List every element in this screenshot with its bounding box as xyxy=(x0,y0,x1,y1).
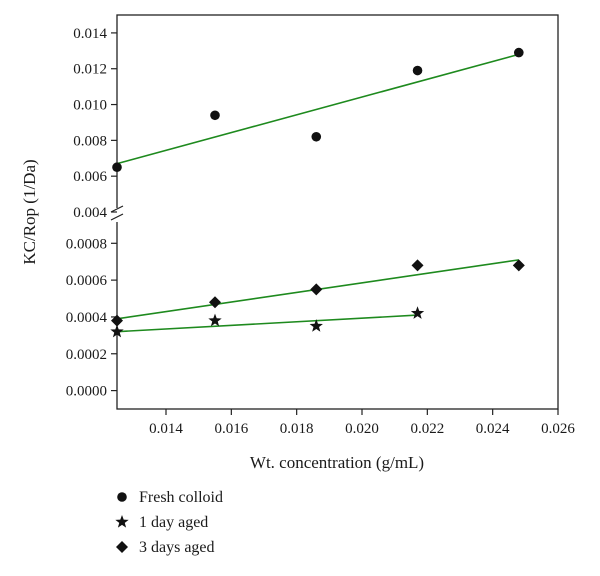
x-tick-label: 0.026 xyxy=(541,421,575,437)
y-tick-label: 0.012 xyxy=(73,62,107,78)
y-tick-label: 0.006 xyxy=(73,169,107,185)
legend-marker xyxy=(117,492,127,502)
x-tick-label: 0.020 xyxy=(345,421,379,437)
y-tick-label: 0.0006 xyxy=(66,273,108,289)
data-point xyxy=(310,283,323,296)
data-point xyxy=(309,319,323,332)
data-point xyxy=(412,65,423,76)
legend-label: Fresh colloid xyxy=(139,489,223,506)
legend-marker xyxy=(115,515,129,528)
fit-line xyxy=(116,53,520,165)
data-point xyxy=(210,110,220,121)
data-point xyxy=(514,47,524,58)
axis-ticks: 0.014 0.016 0.018 0.020 0.022 0.024 0.026 0.004… xyxy=(66,26,576,437)
data-point xyxy=(411,259,424,272)
x-tick-label: 0.018 xyxy=(280,421,314,437)
plot-frame xyxy=(116,14,559,410)
x-tick-label: 0.022 xyxy=(410,421,444,437)
y-axis-title: KC/Rop (1/Da) xyxy=(20,159,39,264)
y-tick-label: 0.0004 xyxy=(66,310,108,326)
y-tick-label: 0.008 xyxy=(73,133,107,149)
legend-label: 1 day aged xyxy=(139,514,208,531)
x-tick-label: 0.024 xyxy=(476,421,510,437)
data-point xyxy=(208,313,222,327)
y-tick-label: 0.0008 xyxy=(66,236,107,252)
axis-break-mark xyxy=(110,205,124,222)
fit-line xyxy=(116,314,418,333)
x-axis-title: Wt. concentration (g/mL) xyxy=(250,453,424,472)
legend-label: 3 days aged xyxy=(139,539,215,556)
y-tick-label: 0.010 xyxy=(73,98,107,114)
data-point xyxy=(112,162,122,173)
data-point xyxy=(110,324,124,338)
y-tick-label: 0.0002 xyxy=(66,347,107,363)
data-point xyxy=(512,259,525,272)
data-points xyxy=(110,47,525,338)
data-point xyxy=(410,306,425,319)
data-point xyxy=(209,296,221,309)
x-tick-label: 0.016 xyxy=(214,421,248,437)
data-point xyxy=(111,314,123,327)
legend-marker xyxy=(116,541,128,553)
data-point xyxy=(311,131,322,142)
legend: Fresh colloid 1 day aged 3 days aged xyxy=(115,489,223,556)
y-tick-label: 0.014 xyxy=(73,26,107,42)
x-tick-label: 0.014 xyxy=(149,421,183,437)
y-tick-label: 0.004 xyxy=(73,205,107,221)
y-tick-label: 0.0000 xyxy=(66,384,107,400)
